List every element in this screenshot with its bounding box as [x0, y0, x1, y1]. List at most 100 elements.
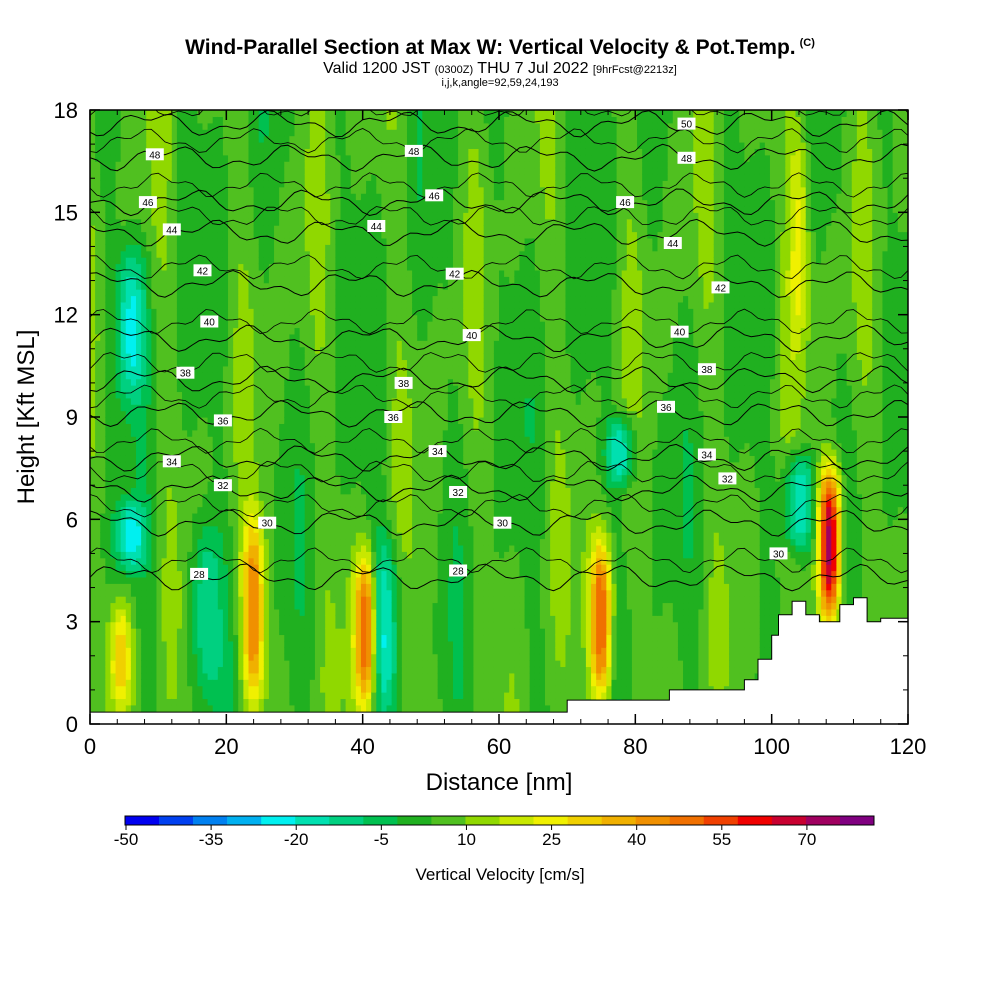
colorbar-swatch	[431, 816, 466, 825]
y-tick-label: 6	[66, 507, 78, 532]
contour-label-box	[616, 196, 635, 209]
theta-contour-34	[90, 443, 908, 472]
contour-label: 46	[429, 191, 441, 202]
colorbar-frame	[124, 815, 875, 826]
theta-contour-28	[90, 563, 908, 592]
contour-label-box	[769, 547, 788, 560]
contour-label: 38	[180, 369, 192, 380]
contour-label: 36	[217, 416, 229, 427]
colorbar-swatch	[193, 816, 228, 825]
contour-label-box	[367, 220, 386, 232]
y-tick-label: 9	[66, 405, 78, 430]
colorbar-swatch	[397, 816, 432, 825]
colorbar-label: 40	[627, 830, 646, 849]
contour-label: 38	[398, 379, 410, 390]
contour-label-box	[677, 151, 696, 164]
contour-label: 40	[674, 328, 686, 339]
colorbar-swatch	[465, 816, 500, 825]
contour-label: 46	[142, 198, 154, 209]
colorbar-label: -5	[374, 830, 389, 849]
grid-indices: i,j,k,angle=92,59,24,193	[441, 77, 559, 89]
colorbar-swatch	[533, 816, 568, 825]
contour-label: 44	[166, 225, 178, 236]
contour-label-box	[176, 366, 195, 379]
contour-label-box	[718, 472, 737, 485]
colorbar-swatch	[635, 816, 671, 825]
contour-label: 34	[432, 447, 444, 458]
contour-label-box	[404, 144, 423, 157]
contour-label-box	[428, 445, 447, 458]
contour-label-box	[213, 479, 232, 492]
contour-label: 34	[166, 457, 178, 468]
contour-label: 48	[408, 147, 420, 158]
contour-label-box	[449, 564, 468, 577]
theta-contour-48	[90, 143, 908, 172]
chart-title-text: Wind-Parallel Section at Max W: Vertical…	[185, 36, 796, 59]
colorbar-swatch	[669, 816, 705, 825]
colorbar-swatch	[499, 816, 534, 825]
contour-label-box	[384, 411, 403, 423]
contour-label-box	[663, 237, 682, 249]
x-tick-label: 120	[890, 734, 927, 759]
theta-contour-46	[90, 188, 908, 217]
contour-label-box	[697, 448, 716, 461]
contour-label: 50	[681, 120, 693, 131]
theta-contour-minor	[90, 493, 908, 518]
colorbar-swatch	[363, 816, 398, 825]
y-tick-label: 15	[54, 200, 78, 225]
theta-contour-minor	[90, 254, 908, 280]
contour-label: 44	[371, 222, 383, 233]
contour-label-box	[445, 267, 464, 280]
y-tick-label: 12	[54, 303, 78, 328]
contour-label-box	[200, 315, 219, 328]
contour-label: 32	[722, 474, 734, 485]
colorbar-swatch	[329, 816, 364, 825]
theta-contour-38	[90, 365, 908, 394]
contour-label: 36	[660, 403, 672, 414]
colorbar-title: Vertical Velocity [cm/s]	[415, 865, 584, 884]
contour-label-box	[193, 264, 212, 277]
contour-label: 36	[388, 413, 400, 424]
contour-label: 28	[453, 567, 465, 578]
colorbar: -50 -35 -20 -5 10 25 40 55 70	[114, 815, 875, 849]
colorbar-swatch	[227, 816, 262, 825]
contour-label: 34	[701, 451, 713, 462]
contour-label-box	[258, 516, 277, 529]
theta-contour-42	[90, 269, 908, 298]
copyright-mark: (C)	[799, 37, 815, 49]
contour-label: 40	[204, 318, 216, 329]
colorbar-swatch	[703, 816, 739, 825]
valid-prefix: Valid 1200 JST	[323, 60, 431, 77]
x-tick-label: 100	[753, 734, 790, 759]
contour-label-box	[711, 281, 730, 294]
colorbar-label: -20	[284, 830, 309, 849]
colorbar-swatch	[295, 816, 330, 825]
valid-time-line: Valid 1200 JST (0300Z) THU 7 Jul 2022 [9…	[0, 60, 1000, 78]
colorbar-swatch	[805, 816, 841, 825]
contour-label: 30	[262, 519, 274, 530]
theta-contour-minor	[90, 352, 908, 373]
colorbar-label: 10	[457, 830, 476, 849]
contour-label-box	[162, 455, 181, 468]
colorbar-swatch	[125, 816, 160, 825]
contour-label: 42	[449, 270, 461, 281]
theta-contours	[90, 110, 908, 592]
colorbar-label: 70	[797, 830, 816, 849]
y-tick-label: 0	[66, 712, 78, 737]
contour-label: 32	[217, 481, 229, 492]
colorbar-swatch	[261, 816, 296, 825]
contour-label-box	[462, 329, 481, 342]
contour-labels: 48 46 44 42 40 38 36 34 32 30 28 48 46 44 42 40 38 36 34 32…	[138, 117, 788, 581]
contour-label-box	[425, 189, 444, 202]
theta-contour-minor	[90, 172, 908, 198]
x-tick-label: 40	[350, 734, 374, 759]
y-tick-label: 3	[66, 610, 78, 635]
colorbar-label: -35	[199, 830, 224, 849]
contour-label-box	[670, 325, 689, 338]
chart-title: Wind-Parallel Section at Max W: Vertical…	[0, 36, 1000, 60]
x-tick-label: 80	[623, 734, 647, 759]
colorbar-label: 55	[712, 830, 731, 849]
contour-label-box	[213, 414, 232, 427]
